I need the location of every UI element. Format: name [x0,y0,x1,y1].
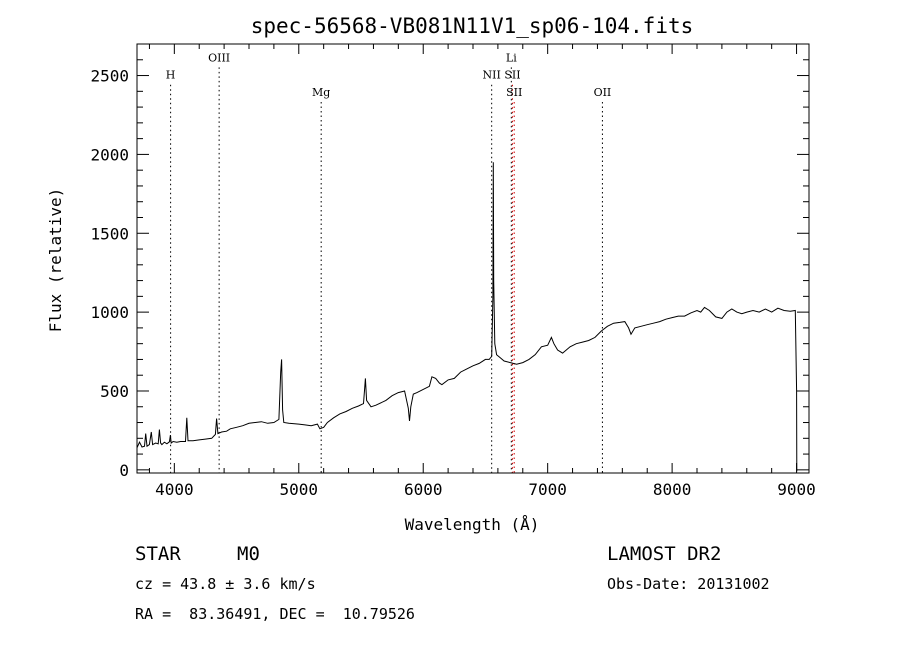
object-class: STAR [135,543,181,565]
y-tick-label-3: 1500 [90,224,129,243]
y-axis-ticks: 0 500 1000 1500 2000 2500 [90,59,809,480]
x-axis-ticks: 4000 5000 6000 7000 8000 9000 [148,44,816,499]
x-tick-label-0: 4000 [155,480,194,499]
survey-name: LAMOST DR2 [607,543,722,565]
x-tick-label-3: 7000 [528,480,567,499]
coordinates: RA = 83.36491, DEC = 10.79526 [135,605,415,623]
marker-label-7: OII [594,86,612,99]
chart-title: spec-56568-VB081N11V1_sp06-104.fits [251,14,694,38]
marker-label-2: Mg [312,86,330,99]
line-markers: H OIII Mg NII Li SII SII OII [166,51,611,473]
marker-label-4: Li [506,51,517,64]
plot-frame [136,43,810,474]
x-tick-label-2: 6000 [404,480,443,499]
spectrum-series [136,162,798,472]
x-tick-label-5: 9000 [777,480,816,499]
y-tick-label-0: 0 [119,461,129,480]
y-tick-label-1: 500 [100,382,129,401]
y-axis-label: Flux (relative) [46,188,65,333]
y-tick-label-2: 1000 [90,303,129,322]
spectrum-line-0 [136,162,798,472]
obs-date: Obs-Date: 20131002 [607,575,770,593]
x-axis-label: Wavelength (Å) [405,515,540,534]
marker-label-0: H [166,69,176,82]
x-tick-label-4: 8000 [653,480,692,499]
marker-label-5: SII [504,69,520,82]
y-tick-label-5: 2500 [90,67,129,86]
marker-label-6: SII [506,86,522,99]
object-subclass: M0 [237,543,260,565]
marker-label-3: NII [483,69,501,82]
redshift-readout: cz = 43.8 ± 3.6 km/s [135,575,316,593]
y-tick-label-4: 2000 [90,145,129,164]
x-tick-label-1: 5000 [280,480,319,499]
marker-label-1: OIII [208,51,230,64]
